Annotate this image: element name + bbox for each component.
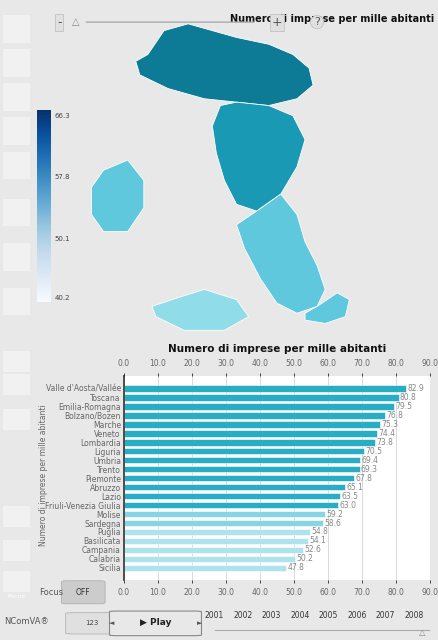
Bar bbox=[3, 506, 30, 527]
Bar bbox=[3, 572, 30, 592]
Text: 69.4: 69.4 bbox=[361, 456, 378, 465]
Bar bbox=[124, 421, 380, 428]
Bar bbox=[124, 448, 364, 454]
Bar bbox=[124, 466, 360, 472]
Polygon shape bbox=[212, 102, 305, 211]
Polygon shape bbox=[237, 194, 325, 313]
Text: 67.8: 67.8 bbox=[356, 474, 373, 483]
Bar bbox=[3, 540, 30, 561]
Bar bbox=[124, 547, 303, 553]
Text: NComVA®: NComVA® bbox=[4, 617, 49, 626]
Text: 52.6: 52.6 bbox=[304, 545, 321, 554]
Bar bbox=[3, 288, 30, 315]
Text: 65.1: 65.1 bbox=[346, 483, 364, 492]
Text: 54.1: 54.1 bbox=[309, 536, 326, 545]
Text: △: △ bbox=[420, 628, 426, 637]
Text: OFF: OFF bbox=[76, 588, 91, 597]
Bar bbox=[3, 408, 30, 429]
Polygon shape bbox=[92, 160, 144, 232]
Text: △: △ bbox=[71, 17, 79, 27]
Text: 2003: 2003 bbox=[262, 611, 281, 620]
Text: 2001: 2001 bbox=[205, 611, 224, 620]
Bar bbox=[3, 199, 30, 227]
Bar bbox=[3, 243, 30, 271]
Bar bbox=[124, 439, 375, 445]
Text: 80.8: 80.8 bbox=[400, 393, 417, 402]
Text: ◄: ◄ bbox=[109, 620, 114, 626]
Bar bbox=[124, 529, 310, 535]
Text: 2007: 2007 bbox=[376, 611, 395, 620]
Text: 2006: 2006 bbox=[347, 611, 367, 620]
Text: 75.3: 75.3 bbox=[381, 420, 398, 429]
Bar bbox=[124, 484, 345, 490]
Polygon shape bbox=[136, 24, 313, 106]
Text: 82.9: 82.9 bbox=[407, 384, 424, 393]
Polygon shape bbox=[152, 289, 249, 330]
Bar bbox=[3, 374, 30, 396]
Text: 63.0: 63.0 bbox=[339, 500, 357, 509]
Bar bbox=[124, 385, 406, 392]
FancyBboxPatch shape bbox=[61, 581, 105, 604]
Bar bbox=[124, 502, 338, 508]
Text: 58.6: 58.6 bbox=[325, 518, 341, 527]
Bar bbox=[3, 351, 30, 372]
FancyBboxPatch shape bbox=[110, 611, 201, 636]
Bar bbox=[124, 403, 394, 410]
Text: 57.8: 57.8 bbox=[54, 174, 70, 180]
Text: Numero di imprese per mille abitanti: Numero di imprese per mille abitanti bbox=[230, 13, 434, 24]
Text: Numero di imprese per mille abitanti: Numero di imprese per mille abitanti bbox=[39, 404, 48, 547]
Text: 2004: 2004 bbox=[290, 611, 310, 620]
Bar bbox=[124, 511, 325, 517]
Text: 76.8: 76.8 bbox=[386, 411, 403, 420]
Text: Focus: Focus bbox=[39, 588, 64, 597]
Bar bbox=[124, 394, 399, 401]
Text: 123: 123 bbox=[85, 620, 99, 627]
Bar bbox=[124, 493, 340, 499]
Bar bbox=[3, 49, 30, 77]
Text: 70.5: 70.5 bbox=[365, 447, 382, 456]
Text: 54.8: 54.8 bbox=[311, 527, 328, 536]
Bar bbox=[3, 118, 30, 145]
Bar bbox=[3, 152, 30, 179]
Text: 63.5: 63.5 bbox=[341, 492, 358, 500]
Polygon shape bbox=[305, 293, 350, 323]
Text: ►: ► bbox=[197, 620, 202, 626]
Text: 2008: 2008 bbox=[404, 611, 424, 620]
Text: 50.2: 50.2 bbox=[296, 554, 313, 563]
Title: Numero di imprese per mille abitanti: Numero di imprese per mille abitanti bbox=[168, 344, 386, 354]
Bar bbox=[124, 412, 385, 419]
Text: 2002: 2002 bbox=[233, 611, 253, 620]
Bar bbox=[124, 475, 354, 481]
Text: 2005: 2005 bbox=[319, 611, 338, 620]
Text: Focus: Focus bbox=[7, 594, 25, 599]
Text: 50.1: 50.1 bbox=[54, 236, 70, 242]
Text: ?: ? bbox=[314, 17, 320, 27]
Text: 74.4: 74.4 bbox=[378, 429, 395, 438]
Text: 79.5: 79.5 bbox=[396, 402, 413, 411]
Text: 66.3: 66.3 bbox=[54, 113, 70, 119]
Bar bbox=[3, 83, 30, 111]
Text: -: - bbox=[57, 15, 61, 29]
Bar bbox=[3, 15, 30, 42]
Text: 69.3: 69.3 bbox=[361, 465, 378, 474]
Bar bbox=[124, 564, 286, 571]
Bar bbox=[124, 556, 294, 562]
Text: +: + bbox=[272, 15, 282, 29]
Bar bbox=[124, 457, 360, 463]
FancyBboxPatch shape bbox=[66, 612, 118, 634]
Bar bbox=[124, 430, 377, 436]
Text: 40.2: 40.2 bbox=[54, 295, 70, 301]
Text: 47.8: 47.8 bbox=[288, 563, 304, 572]
Bar bbox=[124, 538, 308, 544]
Text: 73.8: 73.8 bbox=[376, 438, 393, 447]
Bar bbox=[124, 520, 323, 526]
Text: ▶ Play: ▶ Play bbox=[140, 618, 171, 627]
Text: 59.2: 59.2 bbox=[326, 509, 343, 518]
